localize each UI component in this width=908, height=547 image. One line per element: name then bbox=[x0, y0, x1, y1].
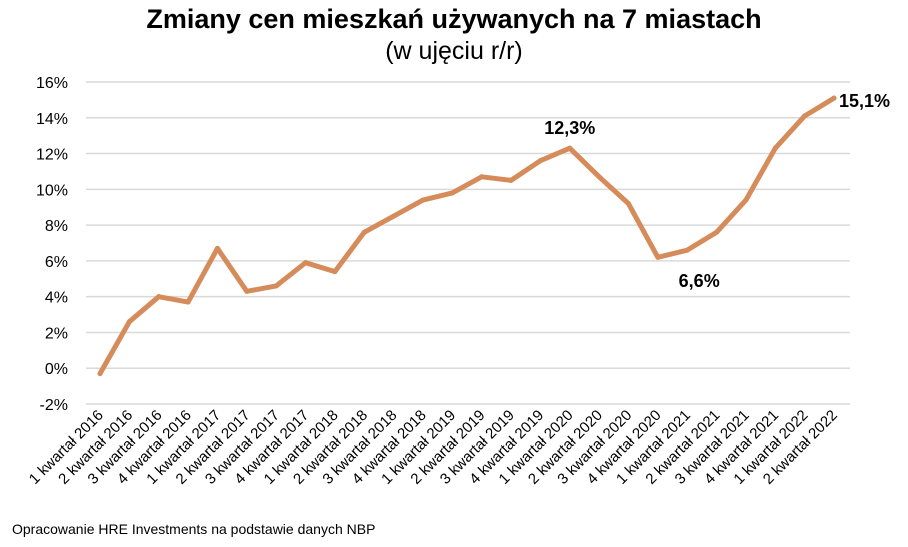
data-point bbox=[97, 371, 103, 377]
data-point bbox=[802, 113, 808, 119]
data-point bbox=[185, 299, 191, 305]
y-tick-label: 12% bbox=[36, 147, 68, 164]
series-line bbox=[97, 95, 837, 377]
data-point bbox=[537, 158, 543, 164]
data-point bbox=[684, 247, 690, 253]
y-tick-label: 8% bbox=[45, 218, 68, 235]
y-tick-label: 10% bbox=[36, 182, 68, 199]
y-tick-label: 16% bbox=[36, 75, 68, 92]
data-label: 15,1% bbox=[839, 91, 890, 111]
data-point bbox=[831, 95, 837, 101]
data-point bbox=[567, 145, 573, 151]
y-tick-label: -2% bbox=[40, 397, 68, 414]
chart-subtitle: (w ujęciu r/r) bbox=[385, 37, 523, 65]
data-point bbox=[420, 197, 426, 203]
data-point bbox=[126, 319, 132, 325]
data-point bbox=[273, 283, 279, 289]
data-point bbox=[479, 174, 485, 180]
data-point bbox=[214, 245, 220, 251]
data-point bbox=[508, 177, 514, 183]
data-label: 6,6% bbox=[679, 271, 720, 291]
data-point bbox=[332, 269, 338, 275]
data-point bbox=[714, 229, 720, 235]
y-tick-label: 6% bbox=[45, 254, 68, 271]
y-tick-label: 14% bbox=[36, 111, 68, 128]
data-point bbox=[156, 294, 162, 300]
chart-title: Zmiany cen mieszkań używanych na 7 miast… bbox=[146, 4, 762, 34]
data-label: 12,3% bbox=[544, 118, 595, 138]
data-point bbox=[303, 260, 309, 266]
source-note: Opracowanie HRE Investments na podstawie… bbox=[12, 521, 376, 537]
data-point bbox=[655, 254, 661, 260]
y-tick-label: 4% bbox=[45, 290, 68, 307]
data-point bbox=[772, 145, 778, 151]
data-point bbox=[391, 213, 397, 219]
data-point bbox=[244, 288, 250, 294]
y-tick-label: 2% bbox=[45, 325, 68, 342]
y-tick-label: 0% bbox=[45, 361, 68, 378]
data-point bbox=[596, 174, 602, 180]
data-point bbox=[361, 229, 367, 235]
data-point bbox=[625, 201, 631, 207]
data-point bbox=[449, 190, 455, 196]
data-point bbox=[743, 197, 749, 203]
